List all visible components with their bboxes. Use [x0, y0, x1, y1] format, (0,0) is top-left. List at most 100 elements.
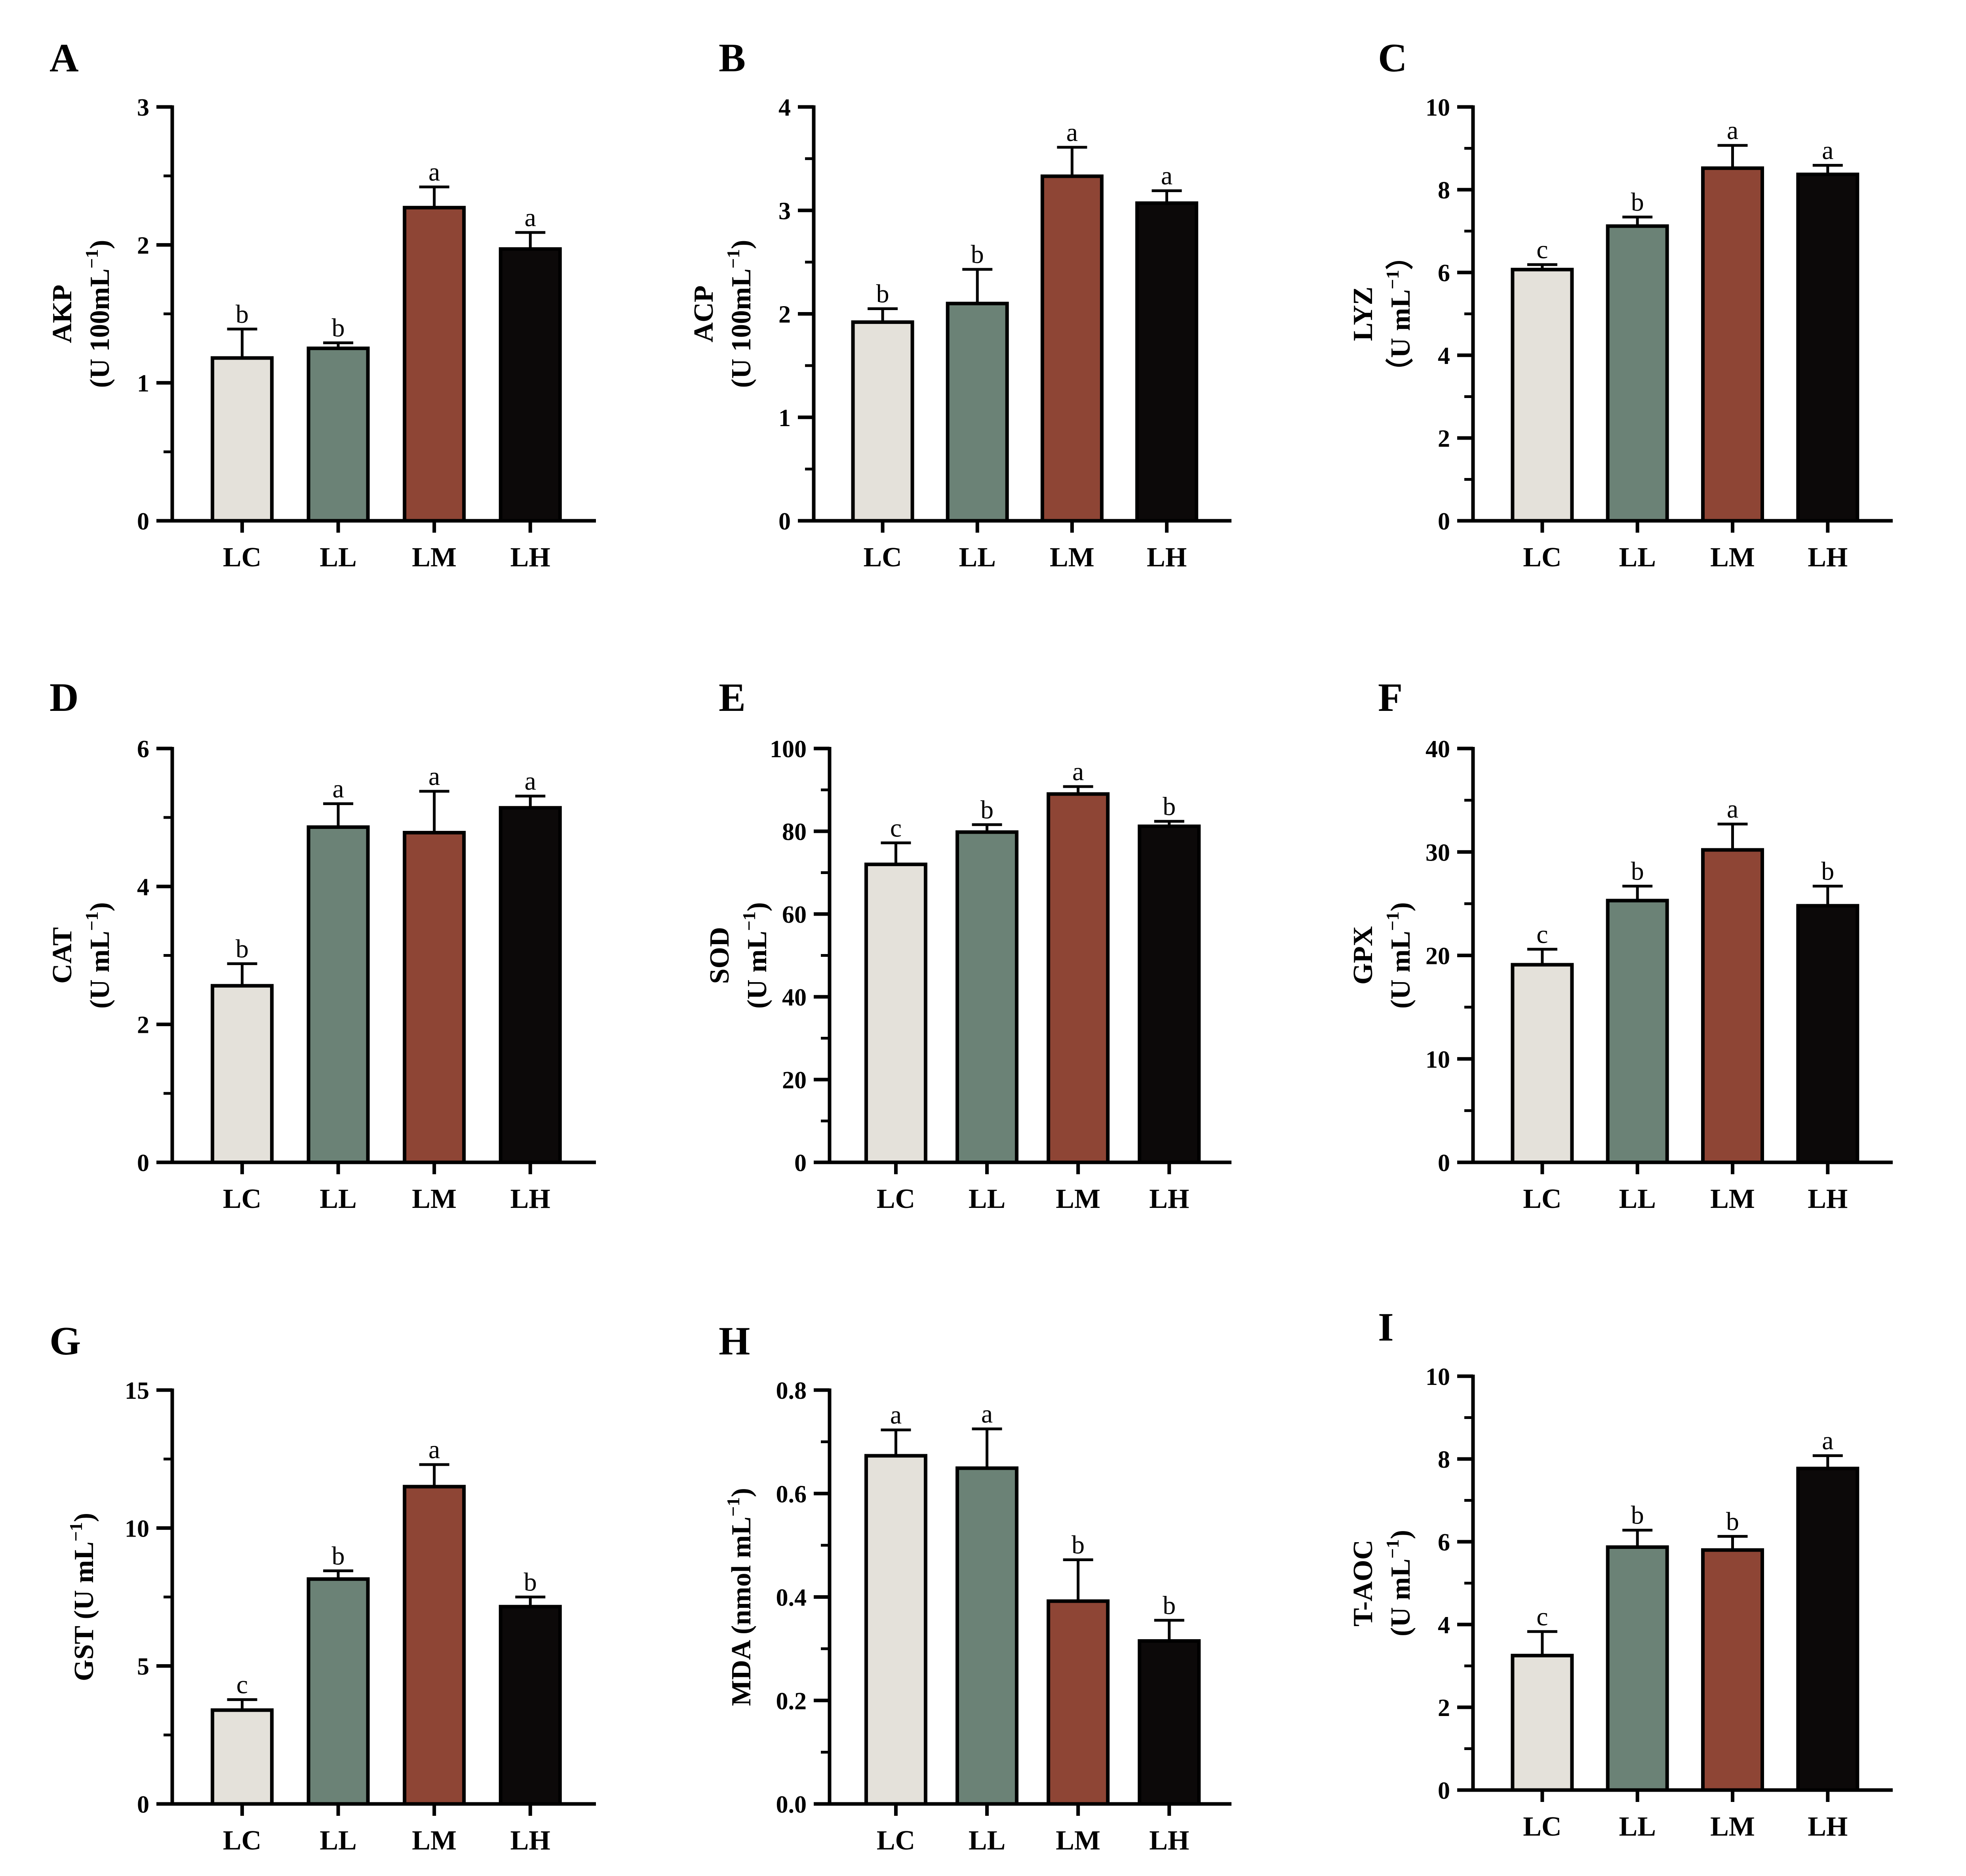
y-axis-label: MDA (nmol mL−1) [723, 1488, 757, 1706]
y-tick-label: 0 [137, 1791, 149, 1818]
y-axis-label-text: (U mL [1386, 931, 1416, 1009]
significance-letter: a [1072, 757, 1084, 786]
bar-lm [403, 1485, 466, 1806]
panel-letter: D [49, 675, 79, 720]
y-axis-label-superscript: −1 [739, 911, 759, 931]
panel-b: B 0 1 2 3 4 b LC b LL a LM a LH ACP (U 100mL−1) [689, 36, 1231, 573]
y-tick-label: 1 [137, 370, 149, 397]
y-axis-label: AKP [47, 285, 78, 343]
y-tick-label: 6 [1438, 260, 1450, 287]
x-category-label: LC [877, 1825, 915, 1856]
y-axis-label-text: (U 100mL [85, 269, 115, 388]
panel-c: C 0 2 4 6 8 10 c LC b LL a LM a LH LYZ （U mL−1） [1348, 36, 1893, 573]
y-axis-label: GST (U mL−1) [66, 1513, 99, 1681]
y-axis-label-superscript: −1 [82, 911, 102, 931]
significance-letter: c [890, 813, 902, 842]
y-axis-label-text: GST (U mL [69, 1541, 99, 1681]
significance-letter: a [1822, 136, 1833, 165]
x-category-label: LM [1056, 1825, 1100, 1856]
y-axis-label-superscript: −1 [1382, 1539, 1403, 1558]
y-axis-label-superscript: −1 [723, 249, 743, 269]
x-category-label: LM [1710, 542, 1755, 573]
y-axis-label-close: ) [1386, 1530, 1416, 1539]
x-category-label: LH [1808, 1811, 1848, 1842]
x-category-label: LC [877, 1184, 915, 1214]
significance-letter: b [1071, 1530, 1085, 1559]
significance-letter: b [971, 240, 984, 269]
y-tick-label: 3 [137, 94, 149, 121]
bar-ll [1606, 1545, 1669, 1792]
panel-letter: I [1378, 1305, 1394, 1350]
bar-ll [946, 301, 1009, 523]
x-category-label: LL [1619, 542, 1656, 573]
y-tick-label: 2 [1438, 1695, 1450, 1722]
y-axis-label: CAT [47, 927, 78, 984]
y-tick-label: 10 [1425, 1364, 1450, 1390]
panel-g: G 0 5 10 15 c LC b LL a LM b LH GST (U mL−1) [49, 1319, 596, 1856]
y-tick-label: 0.6 [776, 1481, 807, 1508]
y-tick-label: 10 [1425, 1046, 1450, 1073]
bar-lc [1511, 268, 1574, 523]
y-tick-label: 2 [1438, 425, 1450, 452]
y-axis-label: (U mL−1) [1382, 902, 1416, 1009]
panel-letter: C [1378, 36, 1407, 80]
significance-letter: b [876, 279, 889, 308]
panel-letter: F [1378, 675, 1403, 720]
x-category-label: LL [959, 542, 996, 573]
y-axis-label: SOD [704, 927, 735, 984]
y-axis-label-text: (U mL [1386, 1559, 1416, 1636]
y-axis-label-text: SOD [704, 927, 735, 984]
bar-lm [403, 830, 466, 1164]
significance-letter: b [980, 795, 993, 824]
y-axis-label-superscript: −1 [82, 249, 102, 269]
x-category-label: LL [320, 1184, 356, 1214]
y-axis-label-text: （U mL [1385, 289, 1416, 386]
significance-letter: b [1631, 188, 1644, 217]
y-tick-label: 8 [1438, 177, 1450, 204]
panel-letter: G [49, 1319, 81, 1364]
y-axis-label-close: ) [742, 902, 773, 911]
significance-letter: a [1161, 162, 1172, 190]
bar-ll [306, 1577, 370, 1806]
y-tick-label: 6 [137, 736, 149, 763]
bar-lm [1701, 848, 1764, 1164]
y-axis-label-text: LYZ [1348, 287, 1378, 341]
y-axis-label-text: (U 100mL [726, 269, 757, 388]
bar-lc [1511, 963, 1574, 1164]
y-tick-label: 10 [125, 1515, 149, 1542]
bar-lh [1138, 1639, 1201, 1806]
y-tick-label: 0 [137, 508, 149, 535]
y-axis-label: ACP [689, 286, 719, 343]
bar-lc [211, 984, 274, 1164]
x-category-label: LM [1710, 1184, 1755, 1214]
significance-letter: b [1631, 857, 1644, 886]
bar-ll [306, 347, 370, 523]
significance-letter: b [1163, 1591, 1176, 1620]
bar-lm [1701, 166, 1764, 523]
y-tick-label: 15 [125, 1377, 149, 1404]
significance-letter: a [332, 774, 344, 803]
bar-lh [499, 1605, 562, 1806]
x-category-label: LC [1523, 1184, 1561, 1214]
bar-lh [499, 247, 562, 523]
significance-letter: b [1726, 1507, 1739, 1536]
significance-letter: b [524, 1568, 537, 1597]
y-tick-label: 40 [782, 984, 807, 1011]
x-category-label: LM [1056, 1184, 1100, 1214]
significance-letter: b [1821, 857, 1834, 886]
x-category-label: LC [223, 542, 261, 573]
y-axis-label-close: ) [726, 240, 757, 249]
significance-letter: b [1163, 792, 1176, 821]
y-tick-label: 2 [137, 232, 149, 259]
y-tick-label: 4 [137, 874, 149, 901]
panel-d: D 0 2 4 6 b LC a LL a LM a LH CAT (U mL−1) [47, 675, 596, 1214]
bar-lc [864, 863, 927, 1164]
x-category-label: LC [223, 1825, 261, 1856]
y-tick-label: 0.4 [776, 1585, 807, 1611]
panel-a: A 0 1 2 3 b LC b LL a LM a LH AKP (U 100mL−1) [47, 36, 596, 573]
y-tick-label: 0 [137, 1150, 149, 1177]
x-category-label: LH [1149, 1825, 1189, 1856]
x-category-label: LH [1808, 1184, 1848, 1214]
x-category-label: LH [510, 1825, 550, 1856]
